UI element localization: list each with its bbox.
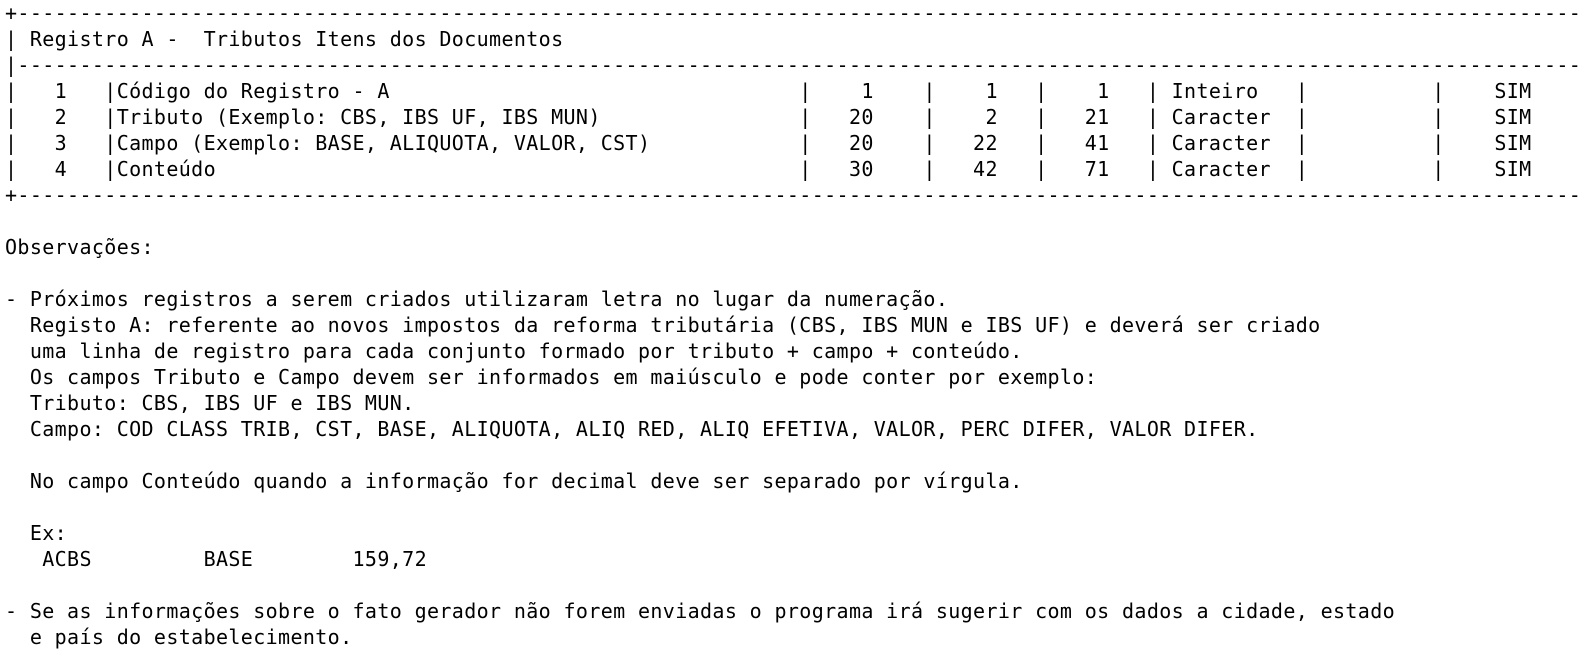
observations-section: Observações: - Próximos registros a sere…	[5, 235, 1396, 649]
record-layout-table: +---------------------------------------…	[5, 1, 1584, 207]
